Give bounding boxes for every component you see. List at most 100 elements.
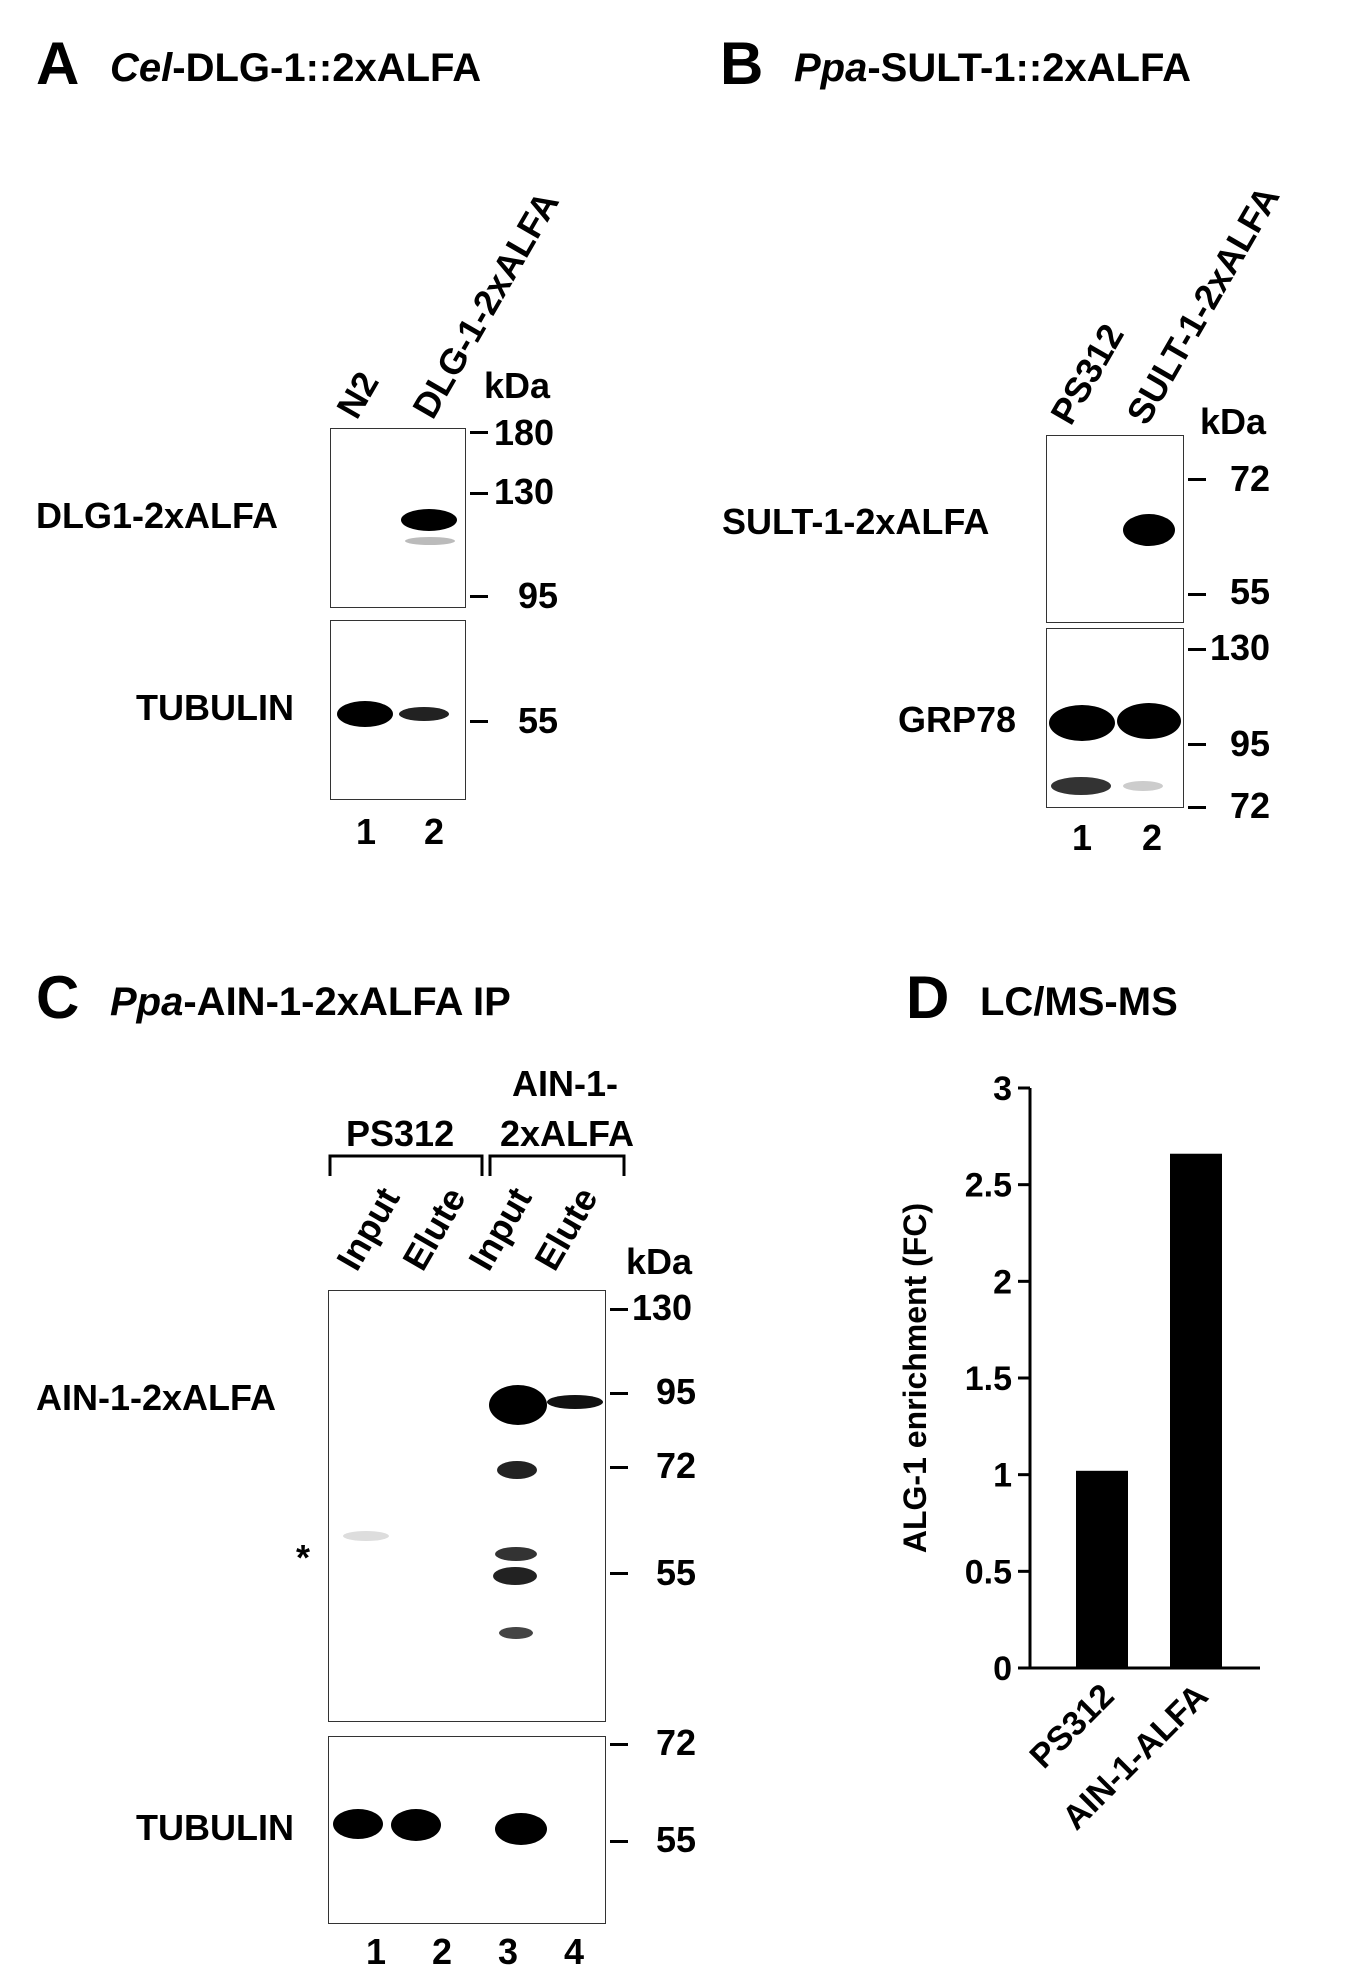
panel-c-band-input-72 (497, 1461, 537, 1479)
panel-a-marker-tick-130 (470, 492, 488, 495)
panel-c-marker-72b: 72 (656, 1722, 697, 1763)
panel-b-band-grp78-2 (1117, 703, 1181, 739)
panel-c-band-input-58 (495, 1547, 537, 1561)
y-tick-label: 1.5 (965, 1360, 1012, 1398)
panel-c-group-label-1: PS312 (346, 1113, 455, 1154)
panel-b-marker-55: 55 (1230, 571, 1271, 612)
panel-b-lane-label-2: SULT-1-2xALFA (1118, 178, 1288, 431)
panel-a-marker-130: 130 (494, 471, 555, 512)
panel-b-marker-72b: 72 (1230, 785, 1271, 826)
panel-c-group-brackets (328, 1154, 626, 1176)
panel-a-lane-number-1: 1 (356, 811, 377, 852)
panel-b-marker-95: 95 (1230, 723, 1271, 764)
panel-a-lane-label-1: N2 (328, 364, 387, 425)
panel-b-title: Ppa-SULT-1::2xALFA (794, 48, 1191, 88)
panel-b-lane-number-2: 2 (1142, 817, 1163, 858)
y-tick-label: 0.5 (965, 1553, 1012, 1591)
panel-a-band-dlg1 (401, 509, 457, 531)
panel-a-title-species: Cel (110, 46, 173, 90)
panel-c-marker-72: 72 (656, 1445, 697, 1486)
panel-c-marker-55: 55 (656, 1552, 697, 1593)
panel-c-lane-number-3: 3 (498, 1931, 519, 1972)
panel-b-lane-label-1: PS312 (1042, 316, 1132, 431)
panel-c-marker-tick-55b (610, 1840, 628, 1843)
panel-b-band-grp78-1 (1049, 705, 1115, 741)
panel-c-lane-label-1: Input (328, 1180, 408, 1277)
panel-c-title: Ppa-AIN-1-2xALFA IP (110, 982, 511, 1022)
panel-c-asterisk: * (296, 1537, 311, 1578)
panel-a-title-construct: -DLG-1::2xALFA (172, 46, 482, 90)
panel-b-marker-130: 130 (1210, 627, 1271, 668)
panel-b-marker-tick-72b (1188, 806, 1206, 809)
panel-a-band-dlg1-faint (405, 537, 455, 545)
panel-c-marker-tick-130 (610, 1308, 628, 1311)
panel-b-marker-tick-55 (1188, 593, 1206, 596)
panel-b-marker-tick-95 (1188, 743, 1206, 746)
panel-c-marker-tick-72b (610, 1743, 628, 1746)
panel-c-band-nonspecific (343, 1531, 389, 1541)
panel-c-group-label-2-line1: AIN-1- (512, 1063, 618, 1104)
panel-c-bottom-blot (328, 1736, 606, 1924)
panel-c-group-label-2-line2: 2xALFA (500, 1113, 635, 1154)
panel-c-band-tubulin-3 (495, 1813, 547, 1845)
panel-c-band-tubulin-1 (333, 1809, 383, 1839)
panel-b-bottom-blot (1046, 628, 1184, 808)
panel-b-band-lower-2 (1123, 781, 1163, 791)
panel-b-bottom-blot-label: GRP78 (898, 699, 1017, 740)
panel-a-top-blot (330, 428, 466, 608)
panel-a-bottom-blot (330, 620, 466, 800)
panel-c-marker-tick-55 (610, 1572, 628, 1575)
panel-c-lane-number-1: 1 (366, 1931, 387, 1972)
y-tick-label: 3 (993, 1070, 1012, 1108)
panel-b-marker-tick-72 (1188, 478, 1206, 481)
panel-a-marker-180: 180 (494, 412, 555, 453)
panel-c-band-input-55 (493, 1567, 537, 1585)
panel-c-top-blot-label: AIN-1-2xALFA (36, 1377, 277, 1418)
panel-c-top-blot (328, 1290, 606, 1722)
y-tick-label: 2.5 (965, 1167, 1012, 1205)
y-tick-label: 2 (993, 1263, 1012, 1301)
panel-b-title-construct: -SULT-1::2xALFA (867, 46, 1192, 90)
panel-c-lane-label-4: Elute (526, 1180, 606, 1277)
panel-a-marker-tick-95 (470, 595, 488, 598)
panel-a-top-blot-label: DLG1-2xALFA (36, 495, 279, 536)
panel-b-marker-tick-130 (1188, 648, 1206, 651)
panel-a-bottom-blot-label: TUBULIN (136, 687, 294, 728)
bar (1170, 1153, 1222, 1668)
panel-a-band-tubulin-1 (337, 701, 393, 727)
panel-c-marker-tick-72 (610, 1466, 628, 1469)
panel-b-title-species: Ppa (794, 46, 868, 90)
panel-c-marker-95: 95 (656, 1371, 697, 1412)
panel-b-lane-number-1: 1 (1072, 817, 1093, 858)
panel-a-kda-label: kDa (484, 365, 551, 406)
panel-a-marker-tick-55 (470, 720, 488, 723)
panel-c-kda-label: kDa (626, 1241, 693, 1282)
panel-a-title: Cel-DLG-1::2xALFA (110, 48, 481, 88)
panel-b-kda-label: kDa (1200, 401, 1267, 442)
panel-d-axes (1018, 1086, 1260, 1670)
panel-c-lane-number-4: 4 (564, 1931, 585, 1972)
bar (1076, 1470, 1128, 1668)
y-tick-label: 1 (993, 1457, 1012, 1495)
panel-c-marker-tick-95 (610, 1392, 628, 1395)
panel-a-lane-number-2: 2 (424, 811, 445, 852)
panel-a-band-tubulin-2 (399, 707, 449, 721)
panel-d-letter: D (906, 964, 950, 1031)
panel-c-band-input-45 (499, 1627, 533, 1639)
panel-c-band-ain1-elute (547, 1395, 603, 1409)
panel-c-bottom-blot-label: TUBULIN (136, 1807, 294, 1848)
panel-b-letter: B (720, 30, 764, 97)
panel-a-marker-tick-180 (470, 431, 488, 434)
panel-a-marker-55: 55 (518, 700, 559, 741)
panel-a-letter: A (36, 30, 80, 97)
panel-c-marker-55b: 55 (656, 1819, 697, 1860)
panel-a-marker-95: 95 (518, 575, 559, 616)
panel-d-title: LC/MS-MS (980, 980, 1178, 1024)
y-axis-label: ALG-1 enrichment (FC) (897, 1203, 933, 1553)
panel-d-bars (1076, 1153, 1222, 1668)
panel-c-lane-number-2: 2 (432, 1931, 453, 1972)
panel-b-top-blot-label: SULT-1-2xALFA (722, 501, 990, 542)
panel-c-marker-130: 130 (632, 1287, 693, 1328)
